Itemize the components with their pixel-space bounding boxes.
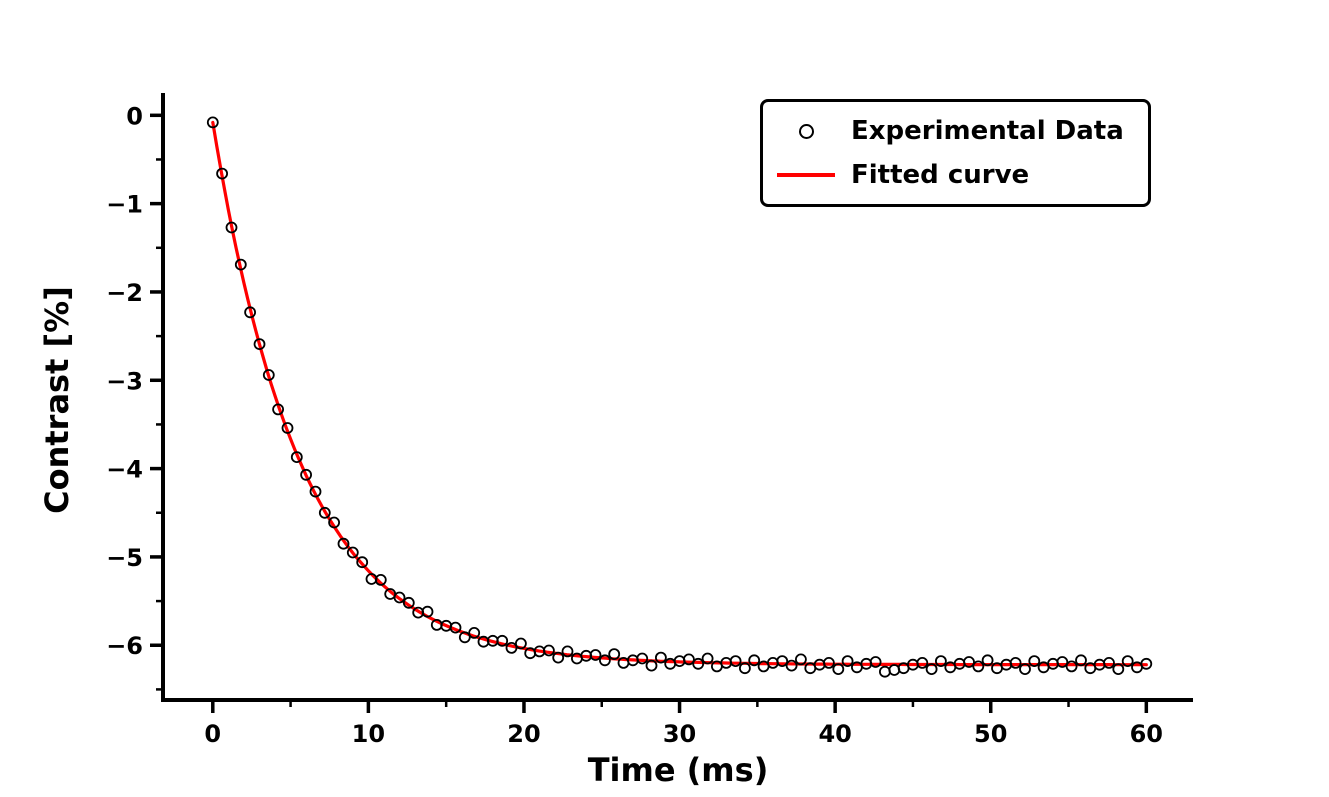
data-point-marker [1056,656,1069,668]
x-axis: 0 10 20 30 40 50 60 [204,700,1163,748]
data-point-marker [1121,655,1134,667]
data-point-marker [225,221,238,234]
data-point-marker [346,546,359,559]
data-point-marker [253,338,266,351]
data-point-marker [823,657,835,669]
data-point-marker [244,306,257,319]
data-point-marker [608,648,621,660]
experimental-data-series [206,116,1153,678]
x-tick-label: 10 [352,720,385,748]
data-point-marker [963,656,975,668]
data-point-marker [552,651,565,664]
red-line-marker-icon [775,173,837,177]
data-point-marker [515,637,527,650]
data-point-marker [1019,663,1031,675]
data-point-marker [543,644,555,657]
data-point-marker [300,468,313,481]
data-point-marker [589,649,602,661]
open-circle-marker-icon [775,123,837,139]
data-point-marker [309,485,322,498]
data-point-marker [262,369,275,381]
data-point-marker [692,657,705,670]
data-point-marker [869,656,882,668]
x-tick-label: 0 [204,720,221,748]
data-point-marker [748,654,761,667]
y-axis-label: Contrast [%] [38,286,76,514]
data-point-marker [374,574,387,586]
data-point-marker [1065,660,1078,673]
data-point-marker [206,116,219,129]
y-axis: 0 −1 −2 −3 −4 −5 −6 [106,102,163,691]
data-point-marker [1009,657,1022,669]
data-point-marker [393,591,406,604]
legend-entry-fitted-curve: Fitted curve [775,158,1124,192]
y-tick-label: −1 [106,191,143,219]
data-point-marker [1028,655,1041,667]
y-tick-label: −5 [106,544,143,572]
y-tick-label: −4 [106,456,143,484]
data-point-marker [458,631,471,644]
data-point-marker [290,451,303,464]
data-point-marker [449,621,462,634]
data-point-marker [234,258,247,271]
data-point-marker [729,655,742,667]
legend: Experimental Data Fitted curve [760,99,1151,207]
data-point-marker [655,651,667,664]
data-point-marker [356,556,369,569]
legend-entry-experimental-data: Experimental Data [775,114,1124,148]
x-tick-label: 60 [1130,720,1163,748]
y-tick-label: −6 [106,632,143,660]
data-point-marker [561,645,574,658]
data-point-marker [972,660,985,673]
data-point-marker [925,663,938,675]
x-tick-label: 50 [974,720,1007,748]
axes-spines [161,93,1193,702]
data-point-marker [795,653,807,666]
data-point-marker [599,654,611,667]
data-point-marker [739,662,751,675]
data-point-marker [785,659,798,672]
data-point-marker [505,642,518,654]
data-point-marker [1140,657,1153,670]
data-point-marker [916,657,929,669]
y-tick-label: −2 [106,279,143,307]
data-point-marker [879,665,891,678]
data-point-marker [888,664,901,676]
y-tick-label: −3 [106,367,143,395]
data-point-marker [841,655,854,667]
data-point-marker [421,605,434,618]
legend-label: Experimental Data [851,116,1124,146]
data-point-marker [1075,654,1087,667]
data-point-marker [468,627,481,639]
x-tick-label: 40 [818,720,851,748]
data-point-marker [216,167,229,180]
data-point-marker [328,516,341,529]
data-point-marker [1103,657,1115,669]
data-point-marker [402,596,415,609]
data-point-marker [701,652,714,665]
data-point-marker [776,655,789,667]
data-point-marker [496,634,509,647]
y-tick-label: 0 [126,102,143,130]
data-point-marker [645,659,658,672]
legend-label: Fitted curve [851,160,1030,190]
data-point-marker [272,403,285,416]
data-point-marker [1112,663,1125,675]
data-point-marker [935,655,947,667]
data-point-marker [832,663,845,675]
data-point-marker [683,653,695,666]
data-point-marker [281,422,294,434]
data-point-marker [981,654,994,667]
x-axis-label: Time (ms) [587,751,769,789]
data-point-marker [318,506,331,519]
x-tick-label: 30 [663,720,696,748]
data-point-marker [636,652,649,665]
data-point-marker [337,537,350,550]
x-tick-label: 20 [507,720,540,748]
